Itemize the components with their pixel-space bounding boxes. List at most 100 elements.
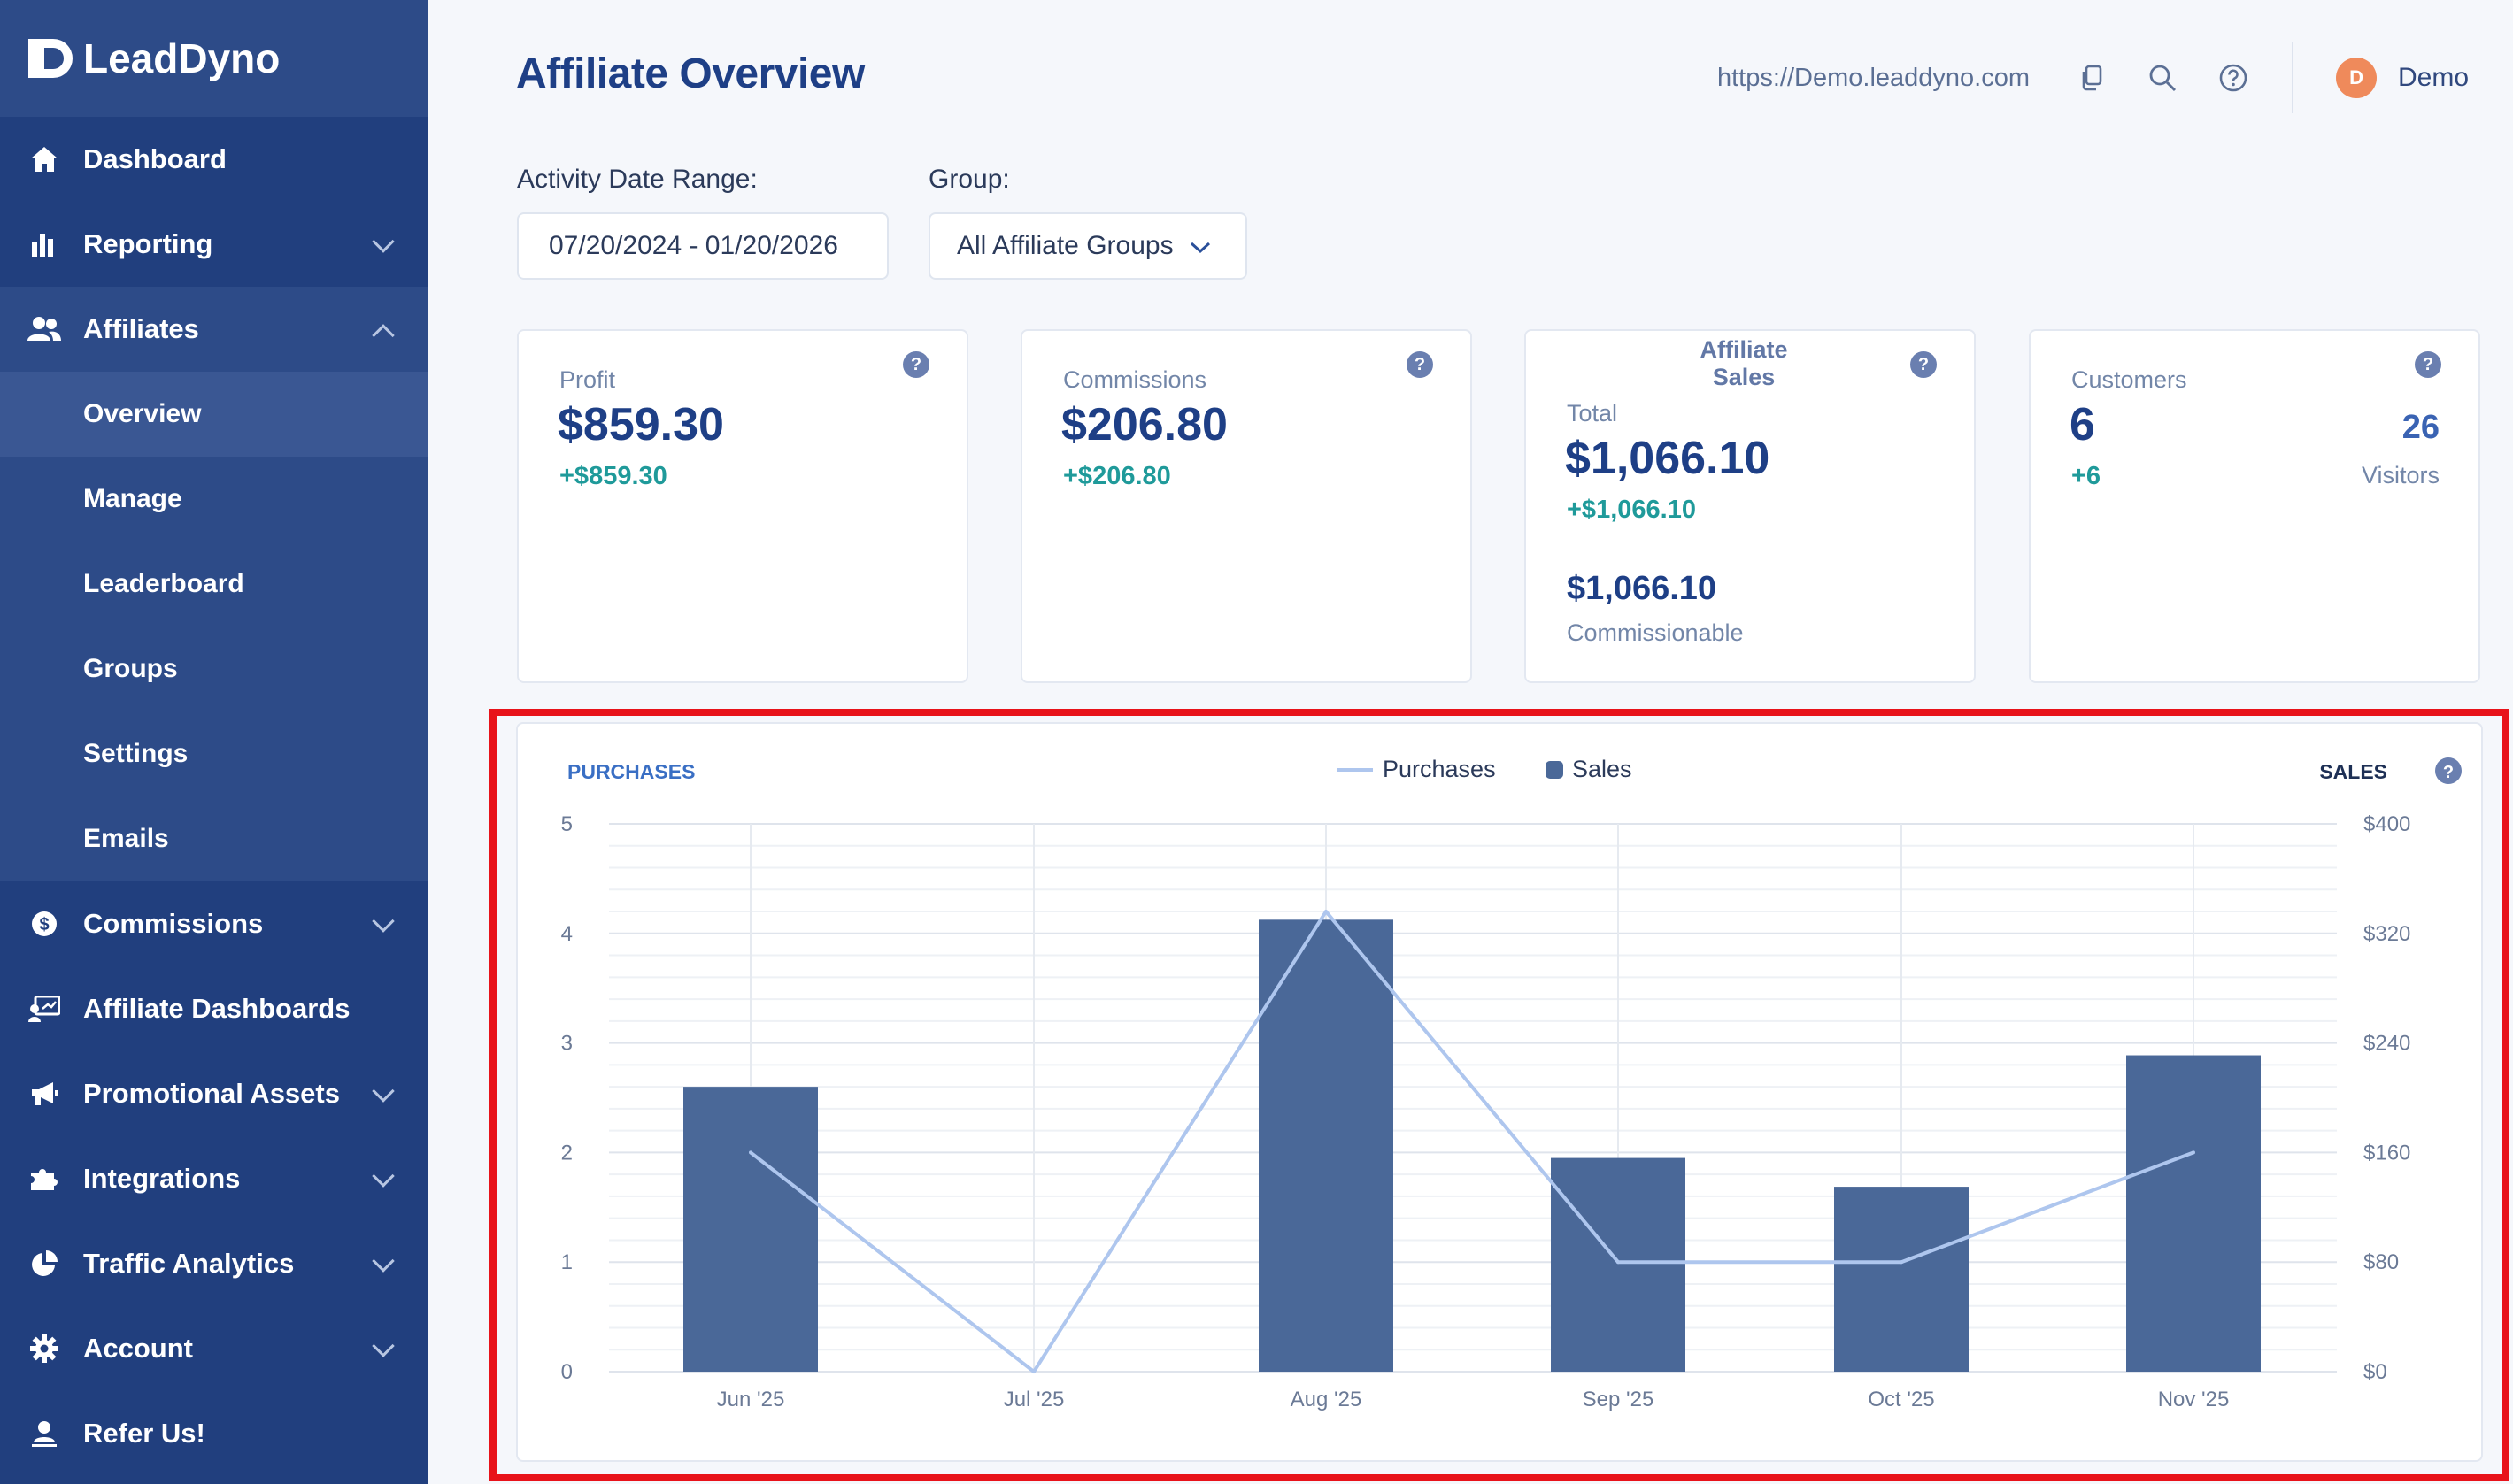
group-select[interactable]: All Affiliate Groups — [929, 212, 1247, 280]
chevron-down-icon — [372, 1249, 395, 1273]
sidebar-item-label: Account — [83, 1333, 193, 1364]
sidebar: LeadDyno Dashboard Reporting Affiliates … — [0, 0, 428, 1484]
profit-label: Profit — [559, 366, 616, 393]
sidebar-subitem-label: Groups — [83, 654, 178, 683]
sidebar-nav: Dashboard Reporting Affiliates Overview … — [0, 117, 428, 1476]
date-range-label: Activity Date Range: — [517, 165, 758, 194]
sidebar-subitem-groups[interactable]: Groups — [0, 627, 428, 711]
left-tick-label: 3 — [561, 1032, 573, 1056]
sidebar-item-label: Promotional Assets — [83, 1078, 340, 1109]
left-tick-label: 1 — [561, 1250, 573, 1274]
left-tick-label: 0 — [561, 1360, 573, 1384]
sidebar-item-commissions[interactable]: $ Commissions — [0, 881, 428, 966]
sidebar-item-label: Refer Us! — [83, 1418, 205, 1449]
right-axis-title: SALES — [2319, 760, 2387, 783]
bar-chart-icon — [27, 227, 62, 262]
sidebar-subitem-settings[interactable]: Settings — [0, 711, 428, 796]
sidebar-subitem-emails[interactable]: Emails — [0, 796, 428, 881]
site-url-link[interactable]: https://Demo.leaddyno.com — [1717, 63, 2031, 92]
pie-chart-icon — [27, 1246, 62, 1281]
x-tick-label: Oct '25 — [1868, 1388, 1934, 1411]
x-tick-label: Aug '25 — [1291, 1388, 1362, 1411]
sales-bar — [1551, 1157, 1685, 1372]
customers-value: 6 — [2070, 399, 2095, 450]
commissionable-label: Commissionable — [1567, 619, 1744, 646]
sidebar-subitem-label: Leaderboard — [83, 569, 244, 598]
sidebar-subitem-manage[interactable]: Manage — [0, 457, 428, 542]
sidebar-item-traffic-analytics[interactable]: Traffic Analytics — [0, 1221, 428, 1306]
help-icon[interactable]: ? — [2415, 351, 2441, 378]
help-icon[interactable] — [2216, 60, 2251, 96]
chevron-down-icon — [372, 910, 395, 933]
refer-icon — [27, 1416, 62, 1451]
chevron-down-icon — [372, 1334, 395, 1357]
megaphone-icon — [27, 1076, 62, 1111]
brand-logo[interactable]: LeadDyno — [0, 0, 428, 117]
commissions-card: ? Commissions $206.80 +$206.80 — [1021, 329, 1472, 683]
profit-card: ? Profit $859.30 +$859.30 — [517, 329, 968, 683]
page-title: Affiliate Overview — [516, 50, 865, 97]
sidebar-item-affiliate-dashboards[interactable]: Affiliate Dashboards — [0, 966, 428, 1051]
x-tick-label: Jun '25 — [717, 1388, 785, 1411]
right-tick-label: $400 — [2363, 812, 2410, 836]
sales-bar — [683, 1087, 818, 1372]
affiliate-sales-title: Affiliate Sales — [1700, 336, 1788, 390]
chart-svg: PURCHASES SALES ? Purchases Sales 0 1 2 3 4 5 $0 $80… — [561, 756, 2462, 1411]
affiliates-submenu: Overview Manage Leaderboard Groups Setti… — [0, 372, 428, 881]
sidebar-item-account[interactable]: Account — [0, 1306, 428, 1391]
search-icon[interactable] — [2145, 60, 2180, 96]
sidebar-subitem-label: Settings — [83, 739, 189, 768]
sidebar-item-refer-us[interactable]: Refer Us! — [0, 1391, 428, 1476]
user-name[interactable]: Demo — [2398, 63, 2470, 92]
sidebar-item-label: Reporting — [83, 228, 213, 259]
sidebar-subitem-label: Manage — [83, 484, 182, 513]
sidebar-item-label: Traffic Analytics — [83, 1248, 295, 1279]
topbar-divider — [2292, 42, 2294, 113]
home-icon — [27, 142, 62, 177]
profit-delta: +$859.30 — [559, 462, 667, 490]
users-icon — [27, 311, 62, 347]
affiliate-sales-total-label: Total — [1567, 400, 1618, 427]
sidebar-item-promotional-assets[interactable]: Promotional Assets — [0, 1051, 428, 1136]
purchases-line — [749, 910, 2194, 1373]
x-tick-label: Sep '25 — [1583, 1388, 1654, 1411]
right-tick-label: $160 — [2363, 1141, 2410, 1165]
help-icon[interactable]: ? — [903, 351, 929, 378]
sidebar-item-label: Dashboard — [83, 143, 227, 174]
purchases-sales-chart: PURCHASES SALES? Purchases Sales 0 1 2 3 4 5 $0 $80… — [516, 722, 2483, 1462]
help-icon[interactable]: ? — [1407, 351, 1433, 378]
left-tick-label: 5 — [561, 812, 573, 836]
sidebar-subitem-leaderboard[interactable]: Leaderboard — [0, 542, 428, 627]
legend-purchases-label: Purchases — [1383, 756, 1496, 782]
avatar[interactable]: D — [2336, 58, 2378, 98]
customers-delta: +6 — [2071, 462, 2101, 490]
commissions-delta: +$206.80 — [1063, 462, 1171, 490]
x-tick-label: Nov '25 — [2158, 1388, 2230, 1411]
sales-bar — [2126, 1055, 2261, 1372]
brand-name: LeadDyno — [83, 35, 281, 81]
sidebar-item-label: Affiliate Dashboards — [83, 993, 351, 1024]
copy-icon[interactable] — [2074, 60, 2109, 96]
help-icon[interactable]: ? — [1910, 351, 1937, 378]
sales-bar — [1834, 1187, 1969, 1372]
purchases-point — [1324, 910, 1328, 914]
puzzle-icon — [27, 1161, 62, 1196]
sidebar-subitem-overview[interactable]: Overview — [0, 372, 428, 457]
right-tick-label: $0 — [2363, 1360, 2387, 1384]
visitors-label: Visitors — [2361, 462, 2440, 488]
left-tick-label: 4 — [561, 922, 573, 946]
sidebar-item-reporting[interactable]: Reporting — [0, 202, 428, 287]
sidebar-item-integrations[interactable]: Integrations — [0, 1136, 428, 1221]
sidebar-item-affiliates[interactable]: Affiliates — [0, 287, 428, 372]
group-label: Group: — [929, 165, 1010, 194]
date-range-value: 07/20/2024 - 01/20/2026 — [549, 231, 838, 260]
sidebar-item-dashboard[interactable]: Dashboard — [0, 117, 428, 202]
right-tick-label: $320 — [2363, 922, 2410, 946]
date-range-picker[interactable]: 07/20/2024 - 01/20/2026 — [517, 212, 889, 280]
sidebar-item-label: Integrations — [83, 1163, 241, 1194]
legend-sales-label: Sales — [1572, 756, 1632, 782]
chart-highlight-frame — [489, 709, 2509, 1481]
purchases-point — [1032, 1370, 1036, 1373]
affiliate-sales-total-value: $1,066.10 — [1565, 433, 1770, 484]
chevron-down-icon — [372, 1165, 395, 1188]
